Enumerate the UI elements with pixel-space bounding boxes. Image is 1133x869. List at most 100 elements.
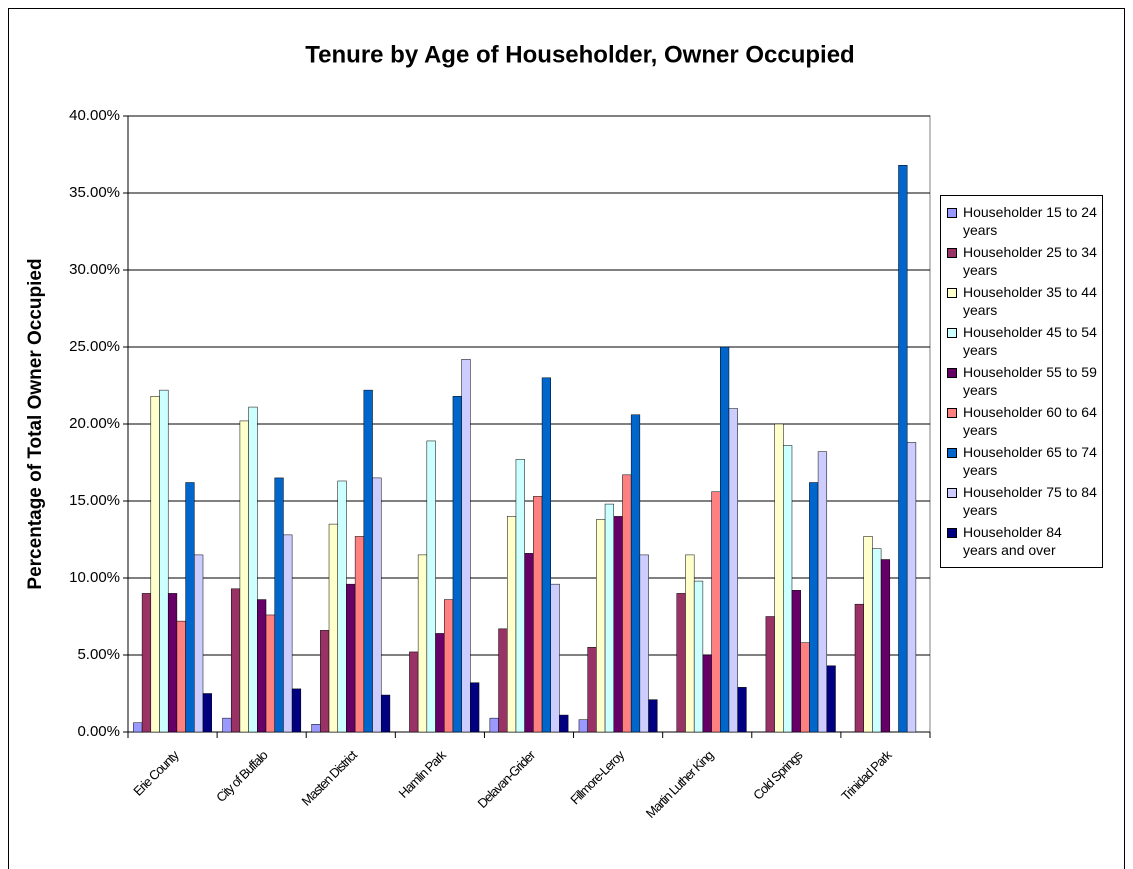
bar	[791, 590, 801, 733]
bar	[230, 588, 241, 733]
y-tick-label: 35.00%	[69, 184, 120, 201]
bar	[737, 687, 747, 733]
bar	[311, 724, 321, 733]
y-tick-label: 10.00%	[69, 569, 120, 586]
bar	[676, 593, 686, 733]
bar	[283, 534, 293, 733]
bar	[800, 642, 810, 733]
bar	[693, 580, 704, 733]
bar	[443, 599, 454, 733]
bar	[515, 459, 525, 733]
legend-swatch	[947, 328, 957, 338]
bar	[185, 482, 195, 733]
legend: Householder 15 to 24 years Householder 25…	[940, 195, 1103, 568]
legend-label: Householder 55 to 59 years	[963, 364, 1097, 398]
legend-label: Householder 25 to 34 years	[963, 244, 1097, 278]
legend-label: Householder 65 to 74 years	[963, 444, 1097, 478]
legend-label: Householder 75 to 84 years	[963, 484, 1097, 518]
bar	[337, 480, 347, 733]
legend-label: Householder 45 to 54 years	[963, 324, 1097, 358]
bar	[702, 654, 712, 733]
chart-title: Tenure by Age of Householder, Owner Occu…	[305, 41, 854, 68]
bar	[880, 559, 891, 733]
bar	[141, 593, 152, 733]
bar	[320, 630, 330, 733]
legend-swatch	[947, 208, 957, 218]
bar	[248, 406, 258, 733]
bar	[452, 396, 462, 733]
bar	[630, 414, 641, 733]
bar	[854, 603, 864, 733]
legend-entry: Householder 45 to 54 years	[947, 323, 1102, 359]
bar	[354, 536, 365, 733]
bar	[533, 496, 543, 733]
bar	[498, 628, 508, 733]
bar	[239, 420, 249, 733]
bar	[372, 477, 382, 733]
bar	[274, 477, 284, 733]
bar	[648, 699, 658, 733]
bar	[872, 548, 882, 733]
bar	[587, 647, 597, 733]
bar	[809, 482, 819, 733]
bar	[435, 633, 445, 733]
y-tick-label: 25.00%	[69, 338, 120, 355]
legend-entry: Householder 84 years and over	[947, 523, 1102, 559]
bar	[550, 583, 560, 733]
bar	[765, 616, 775, 733]
bar	[639, 554, 649, 733]
bar	[898, 165, 908, 733]
bar	[728, 408, 738, 733]
y-axis-label: Percentage of Total Owner Occupied	[25, 258, 46, 589]
bar	[176, 620, 186, 733]
bar	[265, 614, 275, 733]
bar	[133, 722, 143, 733]
bar	[470, 682, 480, 733]
bar	[409, 651, 419, 733]
bar	[604, 503, 615, 733]
bar	[596, 519, 606, 733]
bar	[817, 451, 828, 733]
legend-entry: Householder 15 to 24 years	[947, 203, 1102, 239]
bar	[328, 523, 338, 733]
bar	[906, 442, 917, 733]
legend-entry: Householder 35 to 44 years	[947, 283, 1102, 319]
bar	[559, 714, 569, 733]
bar	[159, 389, 169, 733]
legend-swatch	[947, 528, 957, 538]
bar	[194, 554, 204, 733]
legend-swatch	[947, 248, 957, 258]
legend-swatch	[947, 448, 957, 458]
legend-label: Householder 60 to 64 years	[963, 404, 1097, 438]
legend-entry: Householder 60 to 64 years	[947, 403, 1102, 439]
bar	[711, 491, 721, 733]
bar	[150, 396, 160, 733]
bar	[863, 536, 873, 733]
legend-swatch	[947, 288, 957, 298]
bar	[257, 599, 267, 733]
bar	[622, 474, 632, 733]
bar	[167, 593, 178, 733]
bar	[426, 440, 436, 733]
y-tick-label: 40.00%	[69, 107, 120, 124]
bar	[363, 389, 373, 733]
bar	[507, 516, 517, 733]
bar	[613, 516, 623, 733]
legend-swatch	[947, 368, 957, 378]
bar	[685, 554, 695, 733]
bar	[578, 719, 588, 733]
bar	[774, 423, 784, 733]
bar	[417, 554, 428, 733]
y-tick-label: 15.00%	[69, 492, 120, 509]
bar	[720, 346, 730, 733]
bar	[489, 717, 499, 733]
legend-entry: Householder 55 to 59 years	[947, 363, 1102, 399]
bar	[826, 665, 836, 733]
legend-entry: Householder 75 to 84 years	[947, 483, 1102, 519]
y-tick-label: 20.00%	[69, 415, 120, 432]
bar	[783, 445, 793, 733]
bar	[222, 717, 232, 733]
y-tick-label: 30.00%	[69, 261, 120, 278]
